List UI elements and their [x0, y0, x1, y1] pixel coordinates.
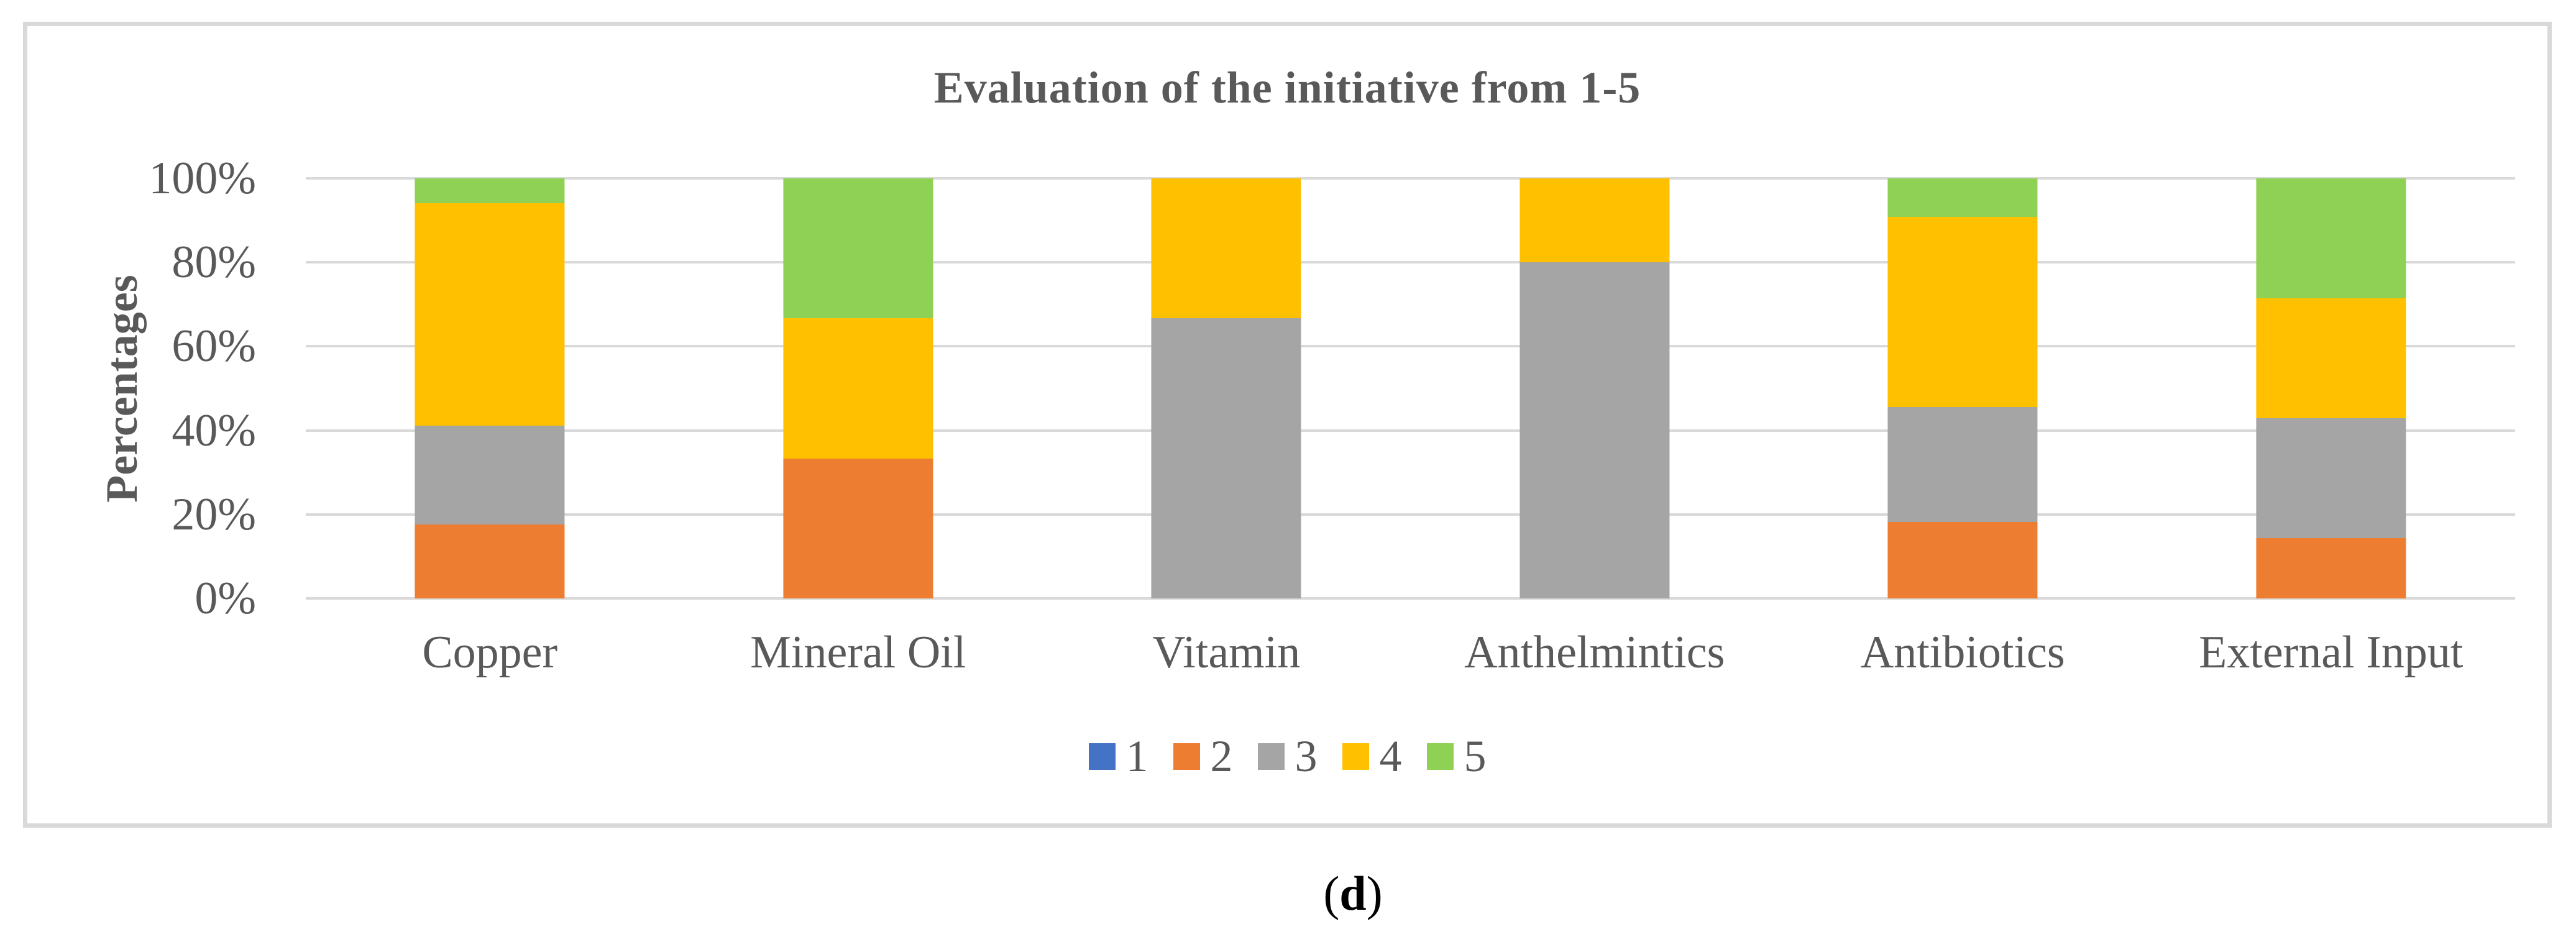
legend-entry-3: 3 — [1257, 731, 1318, 781]
y-tick-60-: 60% — [172, 321, 256, 372]
legend-swatch-5 — [1426, 743, 1454, 770]
legend-swatch-3 — [1257, 743, 1285, 770]
plot-area — [306, 177, 2515, 600]
x-label-external-input: External Input — [2199, 627, 2464, 678]
gridline-100- — [306, 177, 2515, 180]
stacked-bar-external-input — [2256, 178, 2406, 598]
x-axis-labels: Copper Mineral Oil Vitamin Anthelmintics Ant… — [306, 628, 2515, 677]
stacked-bar-antibiotics — [1887, 178, 2038, 598]
legend-label-3: 3 — [1295, 731, 1318, 781]
bar-segment-anthelmintics-rating-4 — [1519, 178, 1670, 263]
bar-slot-antibiotics — [1779, 178, 2147, 598]
legend-swatch-1 — [1088, 743, 1116, 770]
gridline-40- — [306, 429, 2515, 432]
legend-entry-5: 5 — [1426, 731, 1487, 781]
bar-segment-vitamin-rating-3 — [1151, 318, 1301, 598]
legend-entry-1: 1 — [1088, 731, 1148, 781]
bar-segment-antibiotics-rating-4 — [1887, 216, 2038, 408]
bar-segment-copper-rating-2 — [415, 524, 565, 598]
bar-slot-copper — [306, 178, 674, 598]
bar-segment-external-input-rating-2 — [2256, 538, 2406, 598]
bar-slot-mineral-oil — [674, 178, 1043, 598]
bar-slot-external-input — [2147, 178, 2516, 598]
bar-slots — [306, 178, 2515, 598]
y-tick-40-: 40% — [172, 405, 256, 456]
stacked-bar-mineral-oil — [783, 178, 933, 598]
caption-close-paren: ) — [1366, 866, 1383, 920]
stacked-bar-copper — [415, 178, 565, 598]
bar-segment-copper-rating-4 — [415, 203, 565, 426]
chart-legend: 1 2 3 4 5 — [27, 731, 2547, 781]
legend-entry-2: 2 — [1173, 731, 1233, 781]
bar-segment-antibiotics-rating-3 — [1887, 407, 2038, 522]
bar-segment-vitamin-rating-4 — [1151, 178, 1301, 319]
gridline-20- — [306, 513, 2515, 516]
legend-label-5: 5 — [1464, 731, 1487, 781]
x-label-mineral-oil: Mineral Oil — [750, 627, 966, 678]
legend-entry-4: 4 — [1342, 731, 1402, 781]
bar-segment-mineral-oil-rating-4 — [783, 318, 933, 459]
gridline-0- — [306, 597, 2515, 600]
legend-label-4: 4 — [1379, 731, 1402, 781]
x-label-antibiotics: Antibiotics — [1860, 627, 2065, 678]
bar-segment-anthelmintics-rating-3 — [1519, 262, 1670, 598]
legend-label-2: 2 — [1210, 731, 1233, 781]
y-tick-0-: 0% — [195, 573, 256, 624]
x-label-anthelmintics: Anthelmintics — [1464, 627, 1725, 678]
legend-swatch-4 — [1342, 743, 1369, 770]
bar-segment-copper-rating-5 — [415, 178, 565, 203]
y-tick-20-: 20% — [172, 488, 256, 540]
bar-segment-mineral-oil-rating-2 — [783, 458, 933, 598]
y-axis-ticks: 0% 20% 40% 60% 80% 100% — [27, 155, 256, 621]
caption-letter: d — [1339, 866, 1367, 920]
caption-open-paren: ( — [1323, 866, 1340, 920]
bar-segment-external-input-rating-5 — [2256, 178, 2406, 298]
bar-slot-anthelmintics — [1411, 178, 1779, 598]
bar-segment-external-input-rating-3 — [2256, 418, 2406, 539]
x-label-vitamin: Vitamin — [1152, 627, 1301, 678]
bar-segment-mineral-oil-rating-5 — [783, 178, 933, 319]
chart-frame: Evaluation of the initiative from 1-5 Pe… — [23, 22, 2552, 828]
bar-segment-copper-rating-3 — [415, 425, 565, 524]
bar-segment-antibiotics-rating-5 — [1887, 178, 2038, 217]
bar-segment-antibiotics-rating-2 — [1887, 521, 2038, 598]
y-tick-100-: 100% — [149, 153, 256, 204]
figure-caption: (d) — [1323, 867, 1382, 920]
stacked-bar-vitamin — [1151, 178, 1301, 598]
x-label-copper: Copper — [422, 627, 558, 678]
stacked-bar-anthelmintics — [1519, 178, 1670, 598]
legend-swatch-2 — [1173, 743, 1200, 770]
gridline-80- — [306, 261, 2515, 264]
legend-label-1: 1 — [1125, 731, 1148, 781]
gridline-60- — [306, 345, 2515, 348]
bar-slot-vitamin — [1042, 178, 1411, 598]
y-tick-80-: 80% — [172, 237, 256, 288]
chart-title: Evaluation of the initiative from 1-5 — [933, 63, 1641, 112]
bar-segment-external-input-rating-4 — [2256, 298, 2406, 419]
